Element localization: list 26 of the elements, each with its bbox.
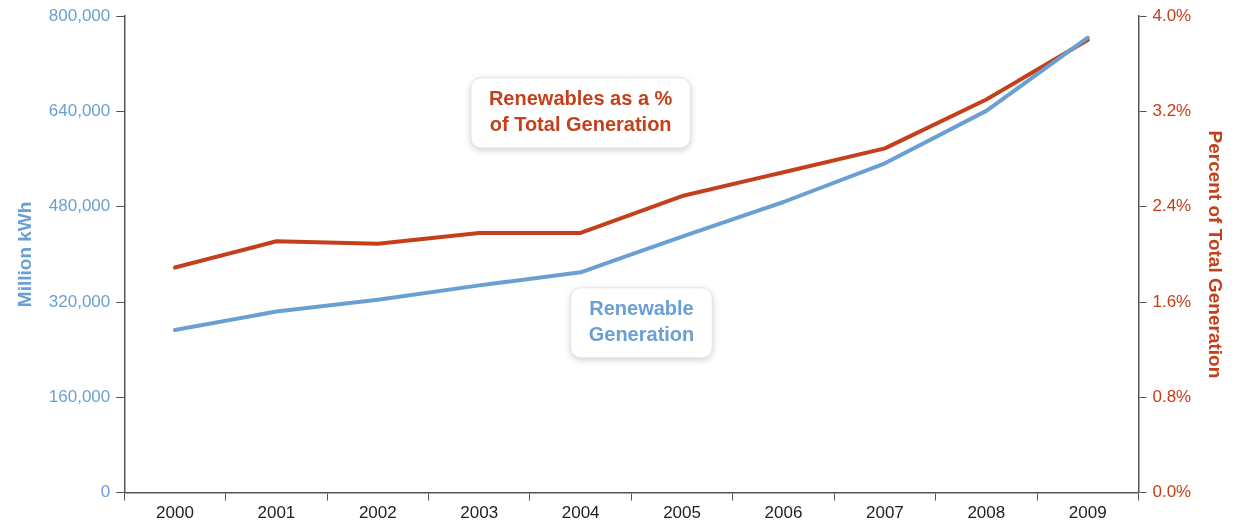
y2-tick-label: 3.2% xyxy=(1152,101,1192,121)
y2-tick-label: 0.8% xyxy=(1152,387,1192,407)
text: Renewables as a % of Total Generation xyxy=(488,87,673,136)
y-axis-title: Million kWh xyxy=(13,201,35,308)
y2-tick-label: 1.6% xyxy=(1152,291,1192,311)
x-tick-label: 2001 xyxy=(257,503,296,523)
x-tick-label: 2000 xyxy=(156,503,194,523)
y2-tick-label: 0.0% xyxy=(1152,482,1192,502)
y-tick-label: 800,000 xyxy=(48,5,111,25)
y-tick-label: 480,000 xyxy=(48,196,111,216)
x-tick-label: 2005 xyxy=(663,503,701,523)
y-tick-label: 640,000 xyxy=(48,101,111,121)
y2-axis-title: Percent of Total Generation xyxy=(1205,130,1227,379)
y-tick-label: 320,000 xyxy=(48,291,111,311)
x-tick-label: 2006 xyxy=(764,503,803,523)
x-tick-label: 2004 xyxy=(561,503,600,523)
x-tick-label: 2008 xyxy=(967,503,1006,523)
x-tick-label: 2003 xyxy=(460,503,499,523)
y-tick-label: 160,000 xyxy=(48,387,111,407)
series-label: Renewable Generation xyxy=(588,297,695,346)
y-tick-label: 0 xyxy=(100,482,111,502)
x-tick-label: 2007 xyxy=(865,503,904,523)
y2-tick-label: 4.0% xyxy=(1152,5,1192,25)
x-tick-label: 2002 xyxy=(358,503,397,523)
y2-tick-label: 2.4% xyxy=(1152,196,1192,216)
x-tick-label: 2009 xyxy=(1068,503,1107,523)
